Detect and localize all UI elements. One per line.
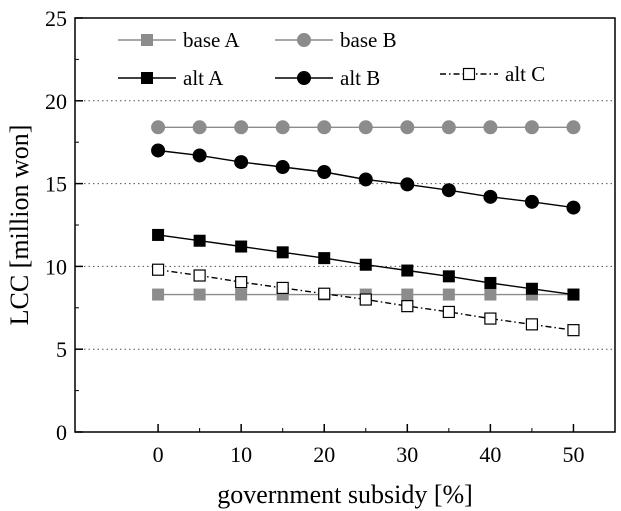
data-point-base-a-10 [235, 288, 248, 301]
x-tick-label-30: 30 [396, 442, 418, 467]
legend-item-alt-c: alt C [440, 62, 545, 86]
data-point-base-b-35 [441, 120, 456, 135]
data-point-alt-c-45 [525, 318, 539, 331]
data-point-base-b-5 [192, 120, 207, 135]
data-point-alt-c-5 [193, 269, 206, 282]
legend-label-alt-c: alt C [505, 62, 545, 86]
y-tick-label-0: 0 [56, 420, 67, 445]
data-point-alt-a-5 [193, 234, 206, 247]
data-point-alt-c-50 [567, 324, 580, 337]
y-tick-label-10: 10 [45, 254, 67, 279]
data-point-alt-c-10 [235, 276, 248, 289]
legend: base A base B alt A alt B alt C [118, 28, 545, 90]
data-point-alt-b-40 [483, 189, 498, 204]
grid-lines [75, 100, 615, 350]
legend-marker-base-a [141, 34, 153, 46]
data-point-alt-b-10 [234, 155, 249, 170]
data-point-alt-a-50 [567, 288, 580, 301]
legend-label-base-a: base A [183, 28, 240, 52]
data-point-alt-a-30 [401, 264, 414, 277]
series-line-alt-c [158, 269, 574, 331]
data-point-alt-c-15 [276, 281, 289, 295]
legend-marker-alt-c [462, 67, 476, 81]
x-axis-title: government subsidy [%] [217, 480, 473, 509]
data-point-base-b-50 [566, 120, 581, 135]
series-base-b [151, 120, 581, 135]
legend-marker-base-b [297, 33, 311, 47]
data-point-base-b-15 [275, 120, 290, 135]
y-tick-label-5: 5 [56, 337, 67, 362]
legend-item-base-a: base A [118, 28, 240, 52]
data-point-base-a-30 [401, 288, 414, 301]
series-alt-c [151, 263, 580, 337]
axis-ticks: 0 5 10 15 20 25 0 10 20 30 40 50 [45, 6, 584, 467]
data-point-base-b-30 [400, 120, 415, 135]
x-tick-label-20: 20 [313, 442, 335, 467]
data-point-base-b-20 [317, 120, 332, 135]
data-point-alt-b-20 [317, 165, 332, 180]
data-point-alt-c-30 [401, 300, 414, 313]
x-tick-label-40: 40 [479, 442, 501, 467]
data-point-alt-c-20 [318, 287, 331, 300]
series-alt-b [151, 143, 581, 215]
data-point-base-a-0 [152, 288, 165, 301]
data-point-base-a-5 [193, 288, 206, 301]
data-point-alt-c-0 [151, 263, 165, 276]
data-point-alt-a-10 [235, 240, 248, 253]
data-point-alt-b-45 [524, 194, 539, 209]
data-point-base-b-45 [524, 120, 539, 135]
legend-item-alt-a: alt A [118, 66, 224, 90]
legend-item-alt-b: alt B [275, 66, 380, 90]
data-point-alt-a-40 [484, 276, 497, 289]
data-point-alt-b-35 [441, 183, 456, 198]
data-point-base-a-40 [484, 288, 497, 301]
y-tick-label-20: 20 [45, 89, 67, 114]
data-point-alt-a-25 [359, 258, 372, 271]
data-point-alt-b-25 [358, 172, 373, 187]
legend-item-base-b: base B [275, 28, 397, 52]
legend-marker-alt-a [141, 72, 153, 84]
data-point-alt-b-5 [192, 148, 207, 163]
data-point-base-b-25 [358, 120, 373, 135]
data-point-base-b-0 [151, 120, 166, 135]
series-alt-a [152, 228, 580, 301]
data-point-alt-b-50 [566, 200, 581, 215]
legend-label-alt-b: alt B [340, 66, 380, 90]
x-tick-label-0: 0 [153, 442, 164, 467]
data-point-alt-a-15 [276, 246, 289, 259]
y-tick-label-25: 25 [45, 6, 67, 31]
x-tick-label-50: 50 [562, 442, 584, 467]
data-point-base-b-40 [483, 120, 498, 135]
legend-label-base-b: base B [340, 28, 397, 52]
data-point-alt-a-45 [525, 282, 538, 295]
data-point-base-a-35 [442, 288, 455, 301]
y-tick-label-15: 15 [45, 172, 67, 197]
data-point-alt-a-20 [318, 252, 331, 265]
data-point-alt-c-40 [484, 312, 497, 325]
y-axis-title: LCC [million won] [5, 125, 34, 326]
data-point-alt-a-0 [152, 228, 165, 241]
legend-marker-alt-b [297, 71, 311, 85]
data-point-alt-c-25 [359, 293, 372, 306]
data-point-alt-b-15 [275, 160, 290, 175]
data-point-alt-b-0 [151, 143, 166, 158]
series-layer [151, 120, 581, 337]
data-point-alt-b-30 [400, 177, 415, 192]
x-tick-label-10: 10 [230, 442, 252, 467]
legend-label-alt-a: alt A [183, 66, 224, 90]
data-point-base-b-10 [234, 120, 249, 135]
data-point-alt-c-35 [442, 305, 455, 319]
data-point-alt-a-35 [442, 270, 455, 283]
